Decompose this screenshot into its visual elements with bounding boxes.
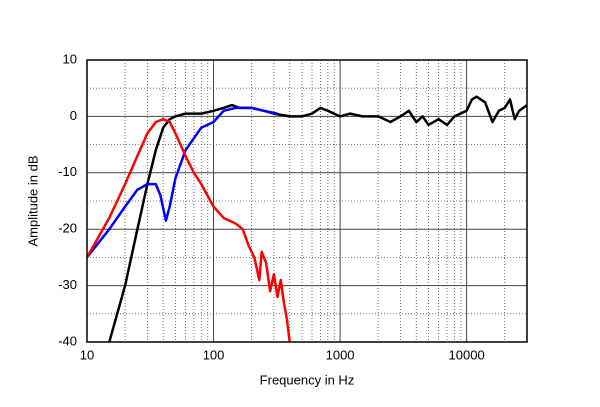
series-line: [108, 95, 527, 342]
y-tick-label: 0: [70, 108, 77, 123]
y-tick-label: -30: [58, 277, 77, 292]
grid: [86, 59, 527, 343]
y-tick-label: -40: [58, 333, 77, 348]
x-tick-label: 10: [80, 347, 94, 362]
y-tick-label: -10: [58, 164, 77, 179]
y-tick-label: -20: [58, 221, 77, 236]
plot: [87, 95, 527, 342]
x-tick-label: 100: [203, 347, 225, 362]
plot-frame: [86, 59, 528, 343]
x-axis-label: Frequency in Hz: [260, 372, 355, 387]
y-tick-label: 10: [63, 51, 77, 66]
series-line: [87, 117, 291, 342]
x-tick-label: 1000: [326, 347, 355, 362]
series-line: [87, 106, 278, 259]
y-axis-label: Amplitude in dB: [25, 155, 40, 246]
x-tick-label: 10000: [449, 347, 485, 362]
